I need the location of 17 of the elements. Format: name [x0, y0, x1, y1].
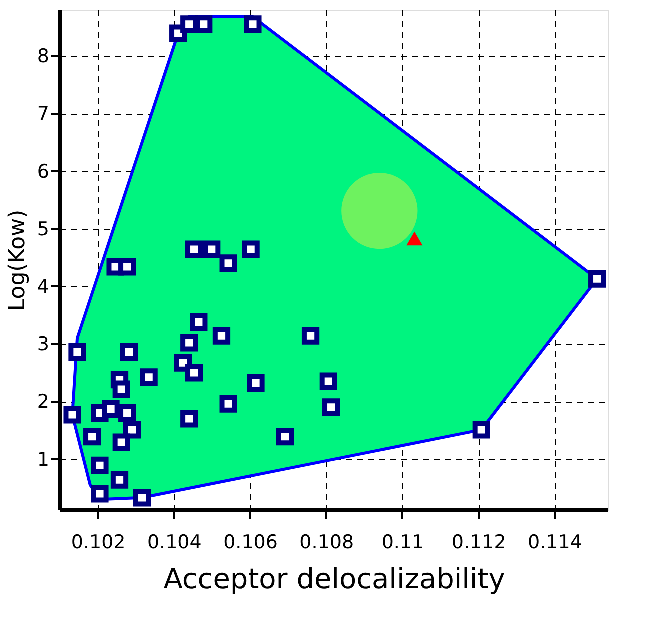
y-tick-label: 3	[37, 334, 50, 356]
y-tick-label: 2	[37, 391, 50, 414]
x-tick-label: 0.104	[147, 532, 202, 554]
x-tick-label: 0.11	[382, 532, 424, 554]
y-tick-label: 6	[37, 160, 50, 183]
x-tick-label: 0.112	[452, 532, 506, 554]
y-tick-label: 7	[37, 103, 50, 126]
x-axis-title: Acceptor delocalizability	[164, 562, 506, 596]
y-tick-label: 1	[37, 448, 50, 471]
y-tick-label: 4	[37, 276, 50, 298]
x-tick-label: 0.114	[528, 532, 582, 554]
y-axis-title: Log(Kow)	[5, 210, 30, 312]
x-tick-label: 0.106	[224, 532, 278, 554]
y-tick-label: 8	[37, 46, 50, 68]
y-tick-label: 5	[37, 218, 50, 240]
x-tick-label: 0.102	[71, 532, 126, 554]
x-tick-label: 0.108	[300, 532, 354, 554]
